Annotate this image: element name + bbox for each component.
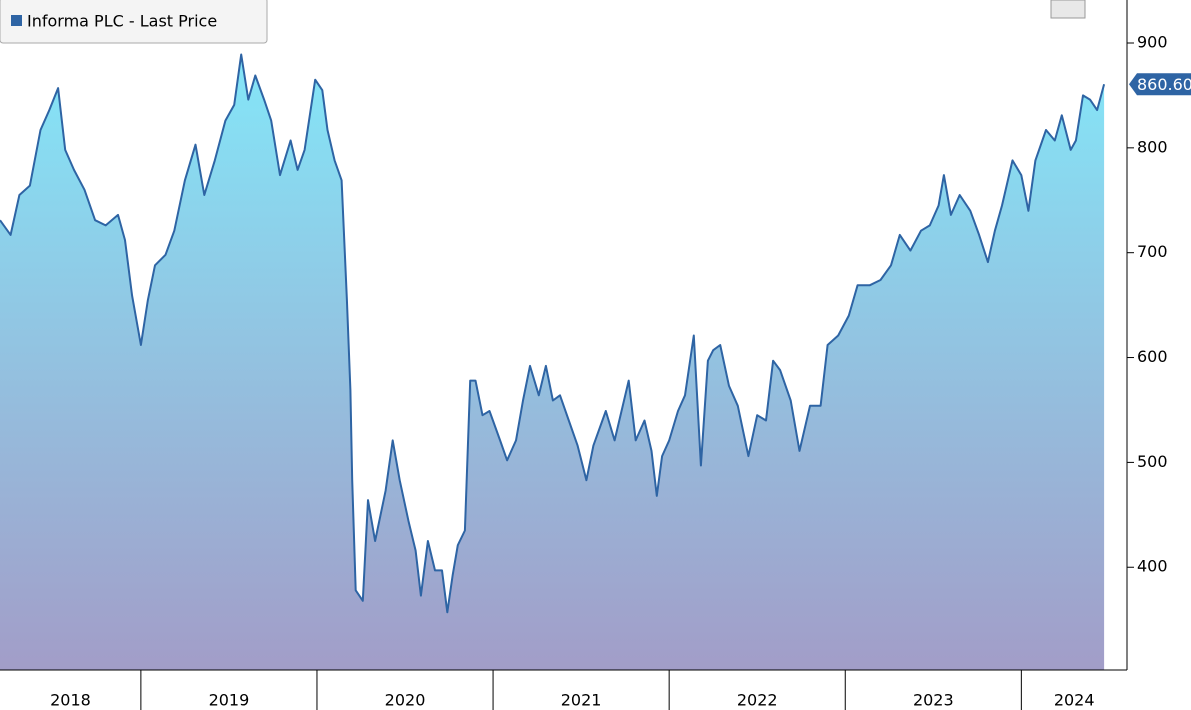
legend-label: Informa PLC - Last Price <box>27 12 217 31</box>
y-tick-label: 700 <box>1137 242 1168 261</box>
y-tick-label: 800 <box>1137 137 1168 156</box>
x-tick-label: 2018 <box>50 691 91 710</box>
chart-type-button[interactable] <box>1050 0 1086 19</box>
y-tick-label: 900 <box>1137 32 1168 51</box>
legend-swatch <box>11 15 22 26</box>
y-tick-label: 500 <box>1137 452 1168 471</box>
y-tick-label: 600 <box>1137 347 1168 366</box>
x-tick-label: 2020 <box>385 691 426 710</box>
x-tick-label: 2019 <box>209 691 250 710</box>
legend-box <box>0 0 268 44</box>
last-price-label: 860.60 <box>1137 75 1191 94</box>
x-tick-label: 2024 <box>1054 691 1095 710</box>
last-price-tag <box>1129 73 1191 96</box>
x-tick-label: 2022 <box>737 691 778 710</box>
area <box>0 54 1105 670</box>
price-line <box>0 53 1106 614</box>
y-tick-label: 400 <box>1137 557 1168 576</box>
x-tick-label: 2021 <box>561 691 602 710</box>
x-tick-label: 2023 <box>913 691 954 710</box>
